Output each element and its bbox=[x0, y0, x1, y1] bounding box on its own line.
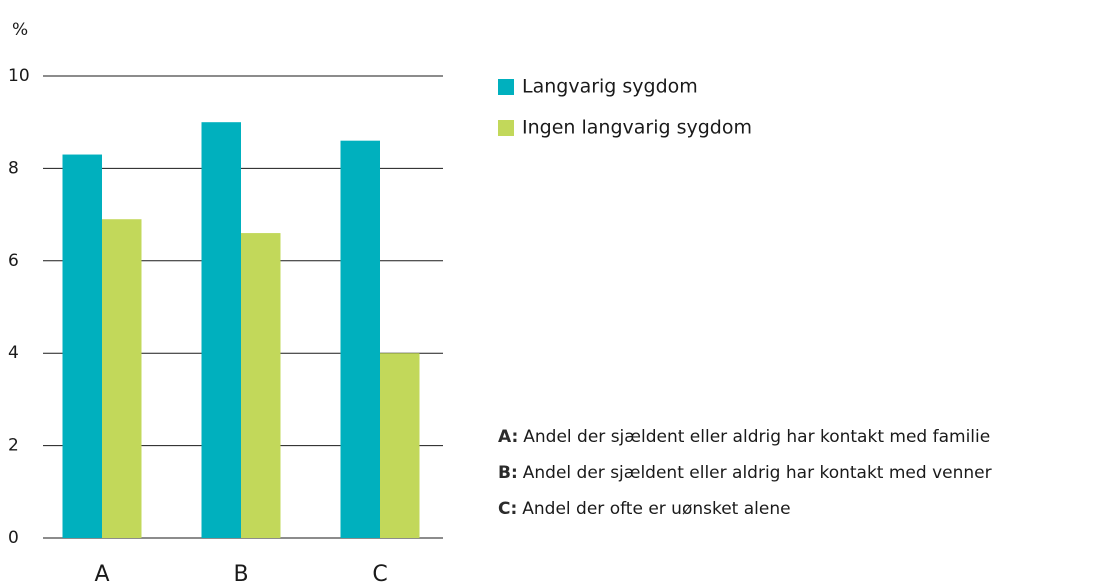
bar bbox=[340, 140, 380, 538]
note-key: A: bbox=[498, 427, 518, 447]
bar bbox=[102, 219, 142, 538]
note: C: Andel der ofte er uønsket alene bbox=[498, 499, 791, 519]
bar bbox=[62, 154, 102, 539]
x-tick-label: A bbox=[94, 562, 109, 585]
legend-swatch bbox=[498, 120, 514, 136]
note: B: Andel der sjældent eller aldrig har ko… bbox=[498, 463, 992, 483]
note-text: Andel der ofte er uønsket alene bbox=[522, 499, 790, 519]
note-key: C: bbox=[498, 499, 517, 519]
y-tick-label: 8 bbox=[8, 158, 19, 178]
note-text: Andel der sjældent eller aldrig har kont… bbox=[523, 427, 990, 447]
legend-swatch bbox=[498, 79, 514, 95]
y-tick-label: 6 bbox=[8, 251, 19, 271]
note-text: Andel der sjældent eller aldrig har kont… bbox=[523, 463, 992, 483]
note-key: B: bbox=[498, 463, 518, 483]
y-tick-label: 10 bbox=[8, 66, 30, 86]
y-unit: % bbox=[12, 20, 28, 40]
bar bbox=[380, 353, 420, 538]
bar bbox=[201, 122, 241, 538]
y-tick-label: 0 bbox=[8, 528, 19, 548]
x-tick-label: B bbox=[233, 562, 248, 585]
bar bbox=[241, 233, 281, 538]
y-tick-label: 2 bbox=[8, 436, 19, 456]
note: A: Andel der sjældent eller aldrig har ko… bbox=[498, 427, 990, 447]
legend-label: Ingen langvarig sygdom bbox=[522, 117, 752, 139]
x-tick-label: C bbox=[372, 562, 387, 585]
y-tick-label: 4 bbox=[8, 343, 19, 363]
legend-label: Langvarig sygdom bbox=[522, 76, 698, 98]
